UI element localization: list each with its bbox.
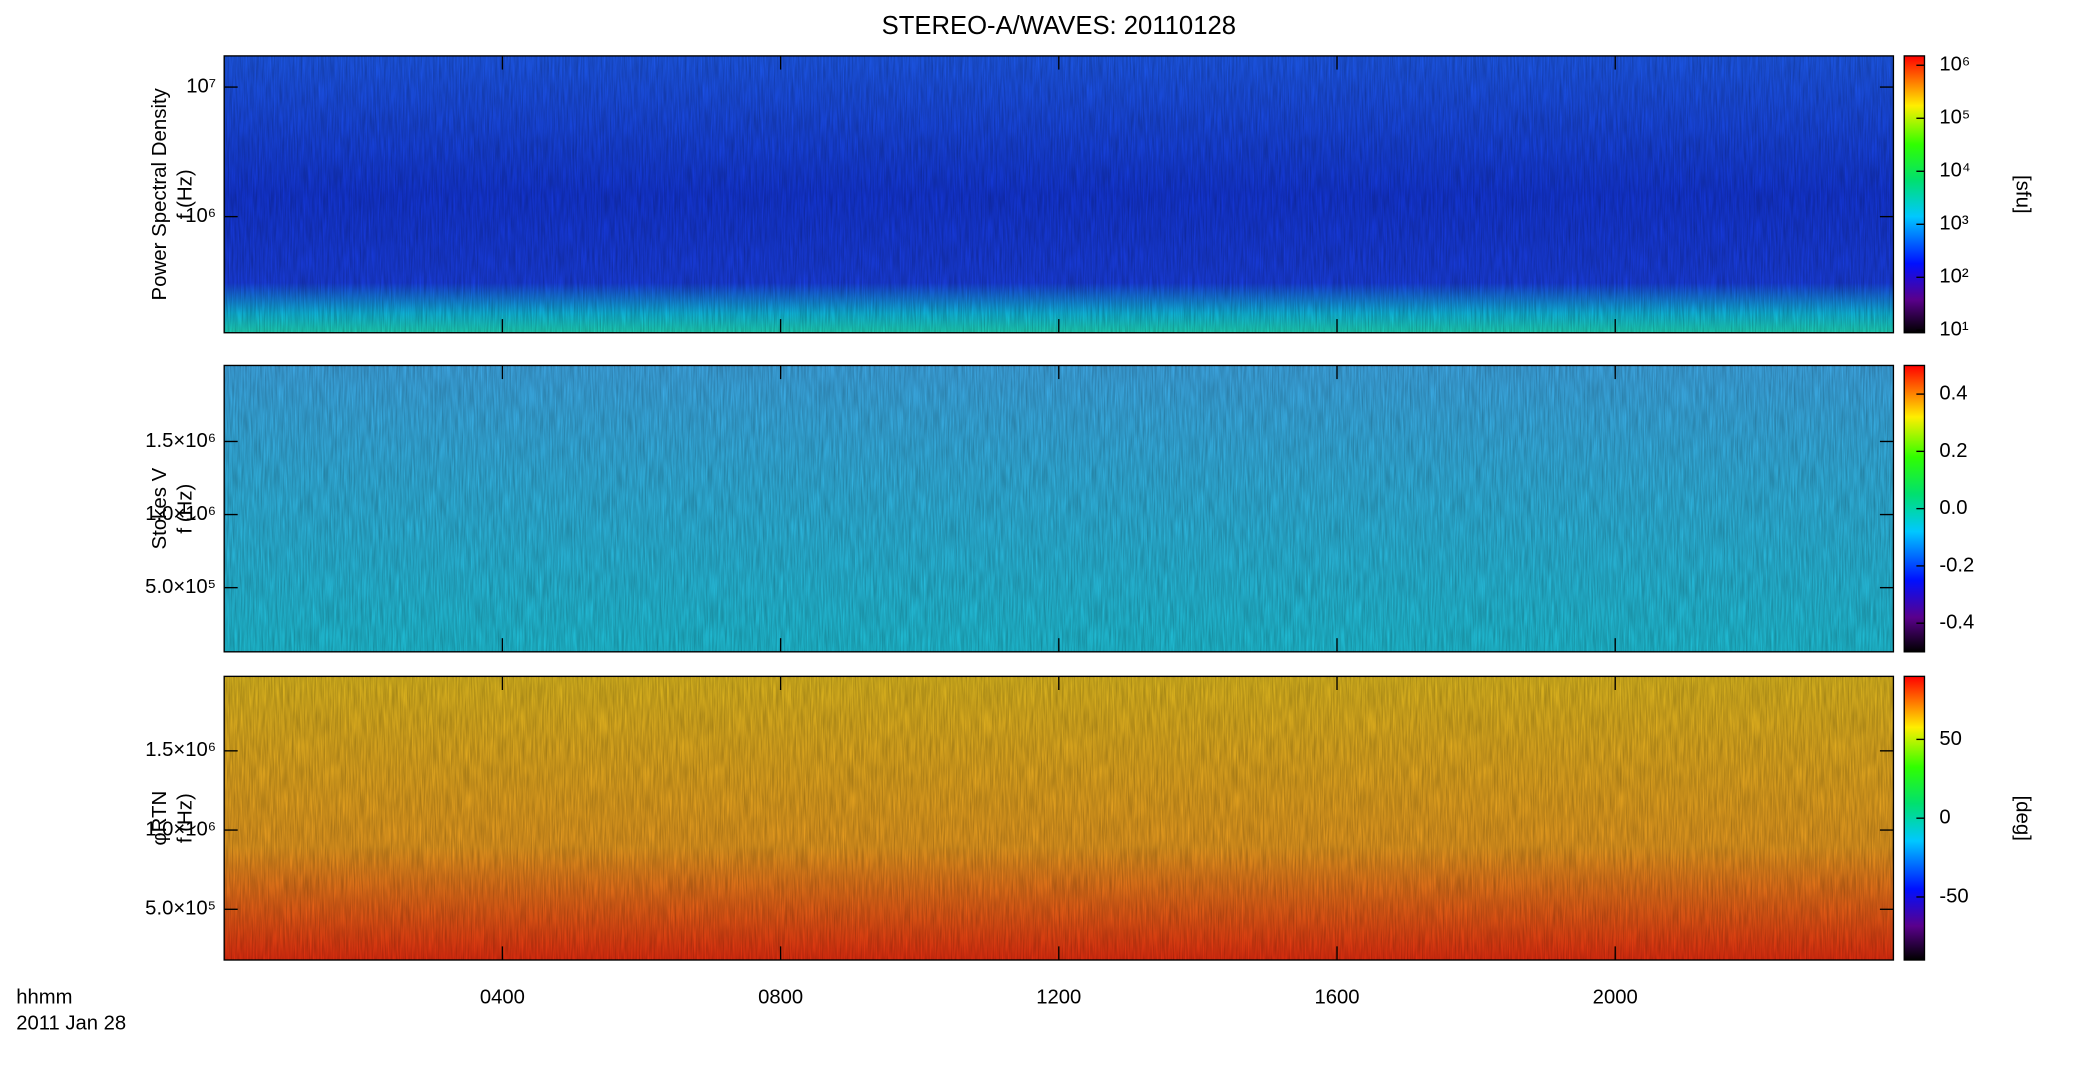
y-tick-label: 1.0×10⁶ xyxy=(145,818,216,840)
colorbar-tick-label: -0.4 xyxy=(1939,612,1974,634)
y-tick-label: 1.5×10⁶ xyxy=(145,739,216,761)
colorbar-label: [deg] xyxy=(2011,795,2033,840)
y-tick-label: 10⁶ xyxy=(185,205,216,227)
colorbar-tick-label: 10⁵ xyxy=(1939,107,1970,129)
spectrogram-texture xyxy=(224,365,1894,652)
y-tick-label: 1.0×10⁶ xyxy=(145,503,216,525)
colorbar-tick-label: 0.0 xyxy=(1939,497,1967,519)
y-tick-label: 5.0×10⁵ xyxy=(145,576,216,598)
x-tick-label: 1200 xyxy=(1036,987,1081,1009)
x-axis-label: hhmm xyxy=(16,987,72,1009)
y-axis-label: f (Hz) xyxy=(175,793,197,843)
colorbar-tick-label: 50 xyxy=(1939,728,1962,750)
colorbar-tick-label: -50 xyxy=(1939,885,1968,907)
y-tick-label: 5.0×10⁵ xyxy=(145,898,216,920)
colorbar-label: [sfu] xyxy=(2011,175,2033,214)
y-tick-label: 1.5×10⁶ xyxy=(145,430,216,452)
spectrogram-texture xyxy=(224,676,1894,960)
colorbar-tick-label: 10² xyxy=(1939,266,1968,288)
colorbar-tick-label: -0.2 xyxy=(1939,554,1974,576)
chart-title: STEREO-A/WAVES: 20110128 xyxy=(882,12,1236,40)
colorbar-tick-label: 10⁶ xyxy=(1939,54,1970,76)
x-tick-label: 0800 xyxy=(758,987,803,1009)
colorbar-tick-label: 0.4 xyxy=(1939,382,1967,404)
date-label: 2011 Jan 28 xyxy=(16,1012,126,1034)
colorbar-tick-label: 10⁴ xyxy=(1939,160,1970,182)
spectrogram-texture xyxy=(224,55,1894,333)
colorbar-tick-label: 10¹ xyxy=(1939,319,1968,341)
x-tick-label: 0400 xyxy=(480,987,525,1009)
y-axis-label: Stokes V xyxy=(149,467,171,549)
y-axis-label: Power Spectral Density xyxy=(149,87,171,300)
colorbar xyxy=(1903,55,1926,334)
y-axis-label: f (Hz) xyxy=(175,169,197,219)
colorbar-tick-label: 0 xyxy=(1939,807,1950,829)
y-tick-label: 10⁷ xyxy=(186,75,216,97)
colorbar-tick-label: 0.2 xyxy=(1939,440,1967,462)
y-axis-label: f (Hz) xyxy=(175,484,197,534)
x-tick-label: 1600 xyxy=(1314,987,1359,1009)
colorbar-tick-label: 10³ xyxy=(1939,213,1968,235)
x-tick-label: 2000 xyxy=(1593,987,1638,1009)
y-axis-label: φRTN xyxy=(149,791,171,846)
